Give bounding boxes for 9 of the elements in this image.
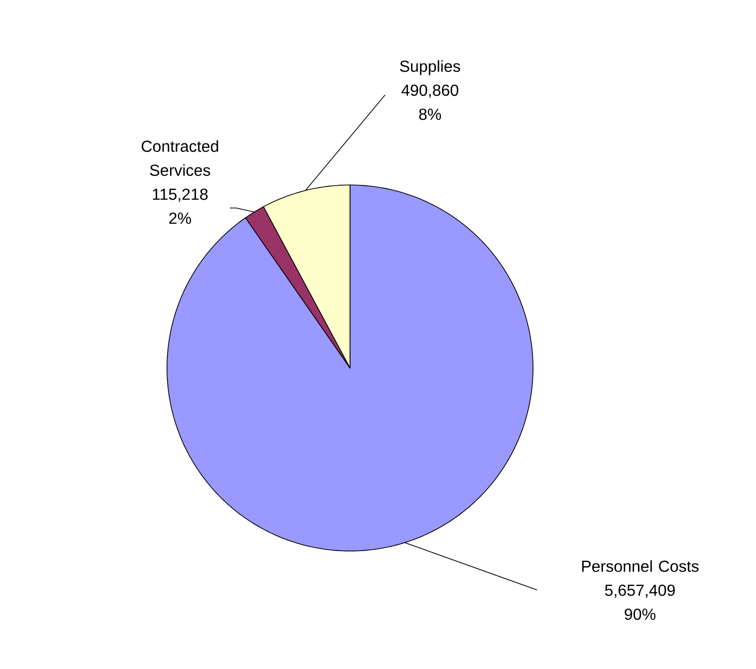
data-label: 5,657,409 [605,584,675,598]
data-label: 490,860 [401,84,458,98]
text: 2% [169,212,191,224]
data-label: 115,218 [152,188,208,202]
slice-label: Personnel Costs [582,560,699,572]
text: 8% [419,108,441,120]
slice-label: Contracted Services [142,140,218,176]
text: 90% [624,608,656,620]
slice-label: Supplies [400,60,460,76]
